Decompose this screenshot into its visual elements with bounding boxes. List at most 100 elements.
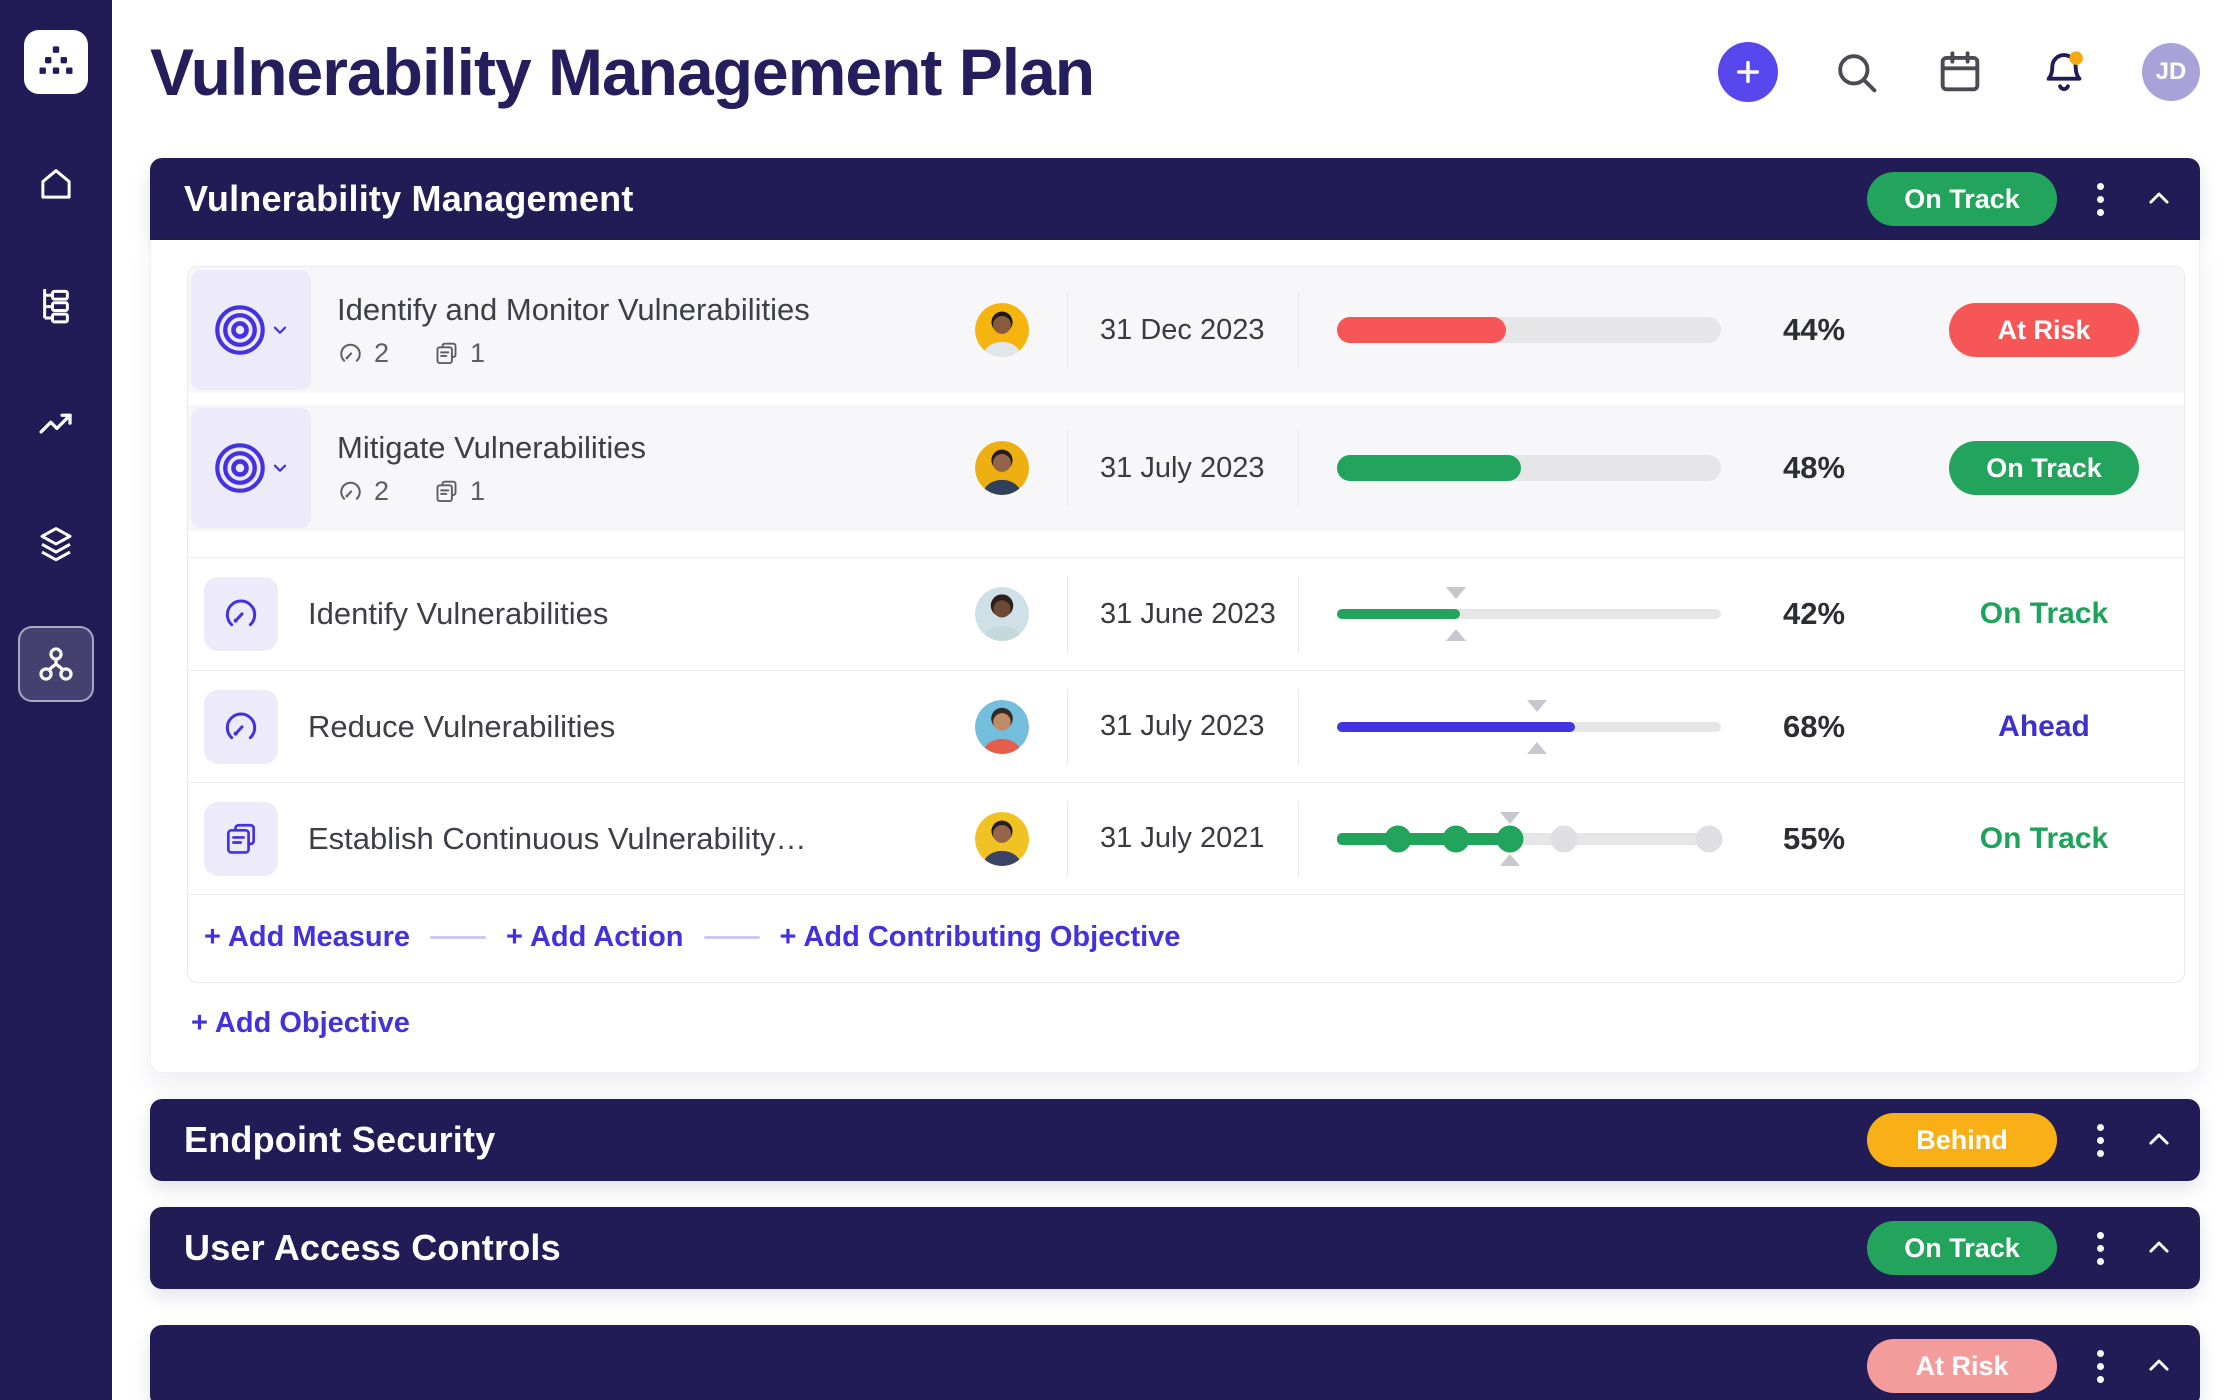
status-text: On Track: [1979, 821, 2109, 855]
calendar-button[interactable]: [1934, 46, 1986, 98]
sidebar-item-trends[interactable]: [18, 386, 94, 462]
milestone-dot[interactable]: [1550, 825, 1578, 852]
topbar: Vulnerability Management Plan: [150, 34, 2200, 110]
collapse-button[interactable]: [2144, 1351, 2174, 1381]
due-date: 31 July 2023: [1100, 451, 1265, 484]
section-header[interactable]: Vulnerability Management On Track: [150, 158, 2200, 240]
status-text: Ahead: [1998, 709, 2090, 743]
section-title: Vulnerability Management: [184, 178, 634, 219]
objective-expand-button[interactable]: [191, 270, 311, 390]
page-title: Vulnerability Management Plan: [150, 35, 1095, 109]
section-user-access-controls[interactable]: User Access Controls On Track: [150, 1207, 2200, 1289]
progress-percent: 68%: [1783, 708, 1846, 744]
progress-bar[interactable]: [1337, 317, 1721, 343]
objective-row[interactable]: Mitigate Vulnerabilities 2 1 31 July 202…: [188, 405, 2184, 531]
add-measure-link[interactable]: + Add Measure: [204, 921, 411, 953]
search-icon: [1830, 46, 1882, 98]
measure-icon-box: [204, 689, 278, 764]
layers-icon: [35, 523, 77, 565]
collapse-button[interactable]: [2144, 184, 2174, 214]
actions-count-icon: [433, 340, 460, 367]
action-row[interactable]: Establish Continuous Vulnerability… 31 J…: [188, 782, 2184, 894]
sidebar-item-plans[interactable]: [18, 626, 94, 702]
more-menu-button[interactable]: [2087, 1342, 2114, 1391]
measure-icon-box: [204, 577, 278, 651]
sidebar-item-layers[interactable]: [18, 506, 94, 582]
sidebar-item-home[interactable]: [18, 146, 94, 222]
progress-percent: 42%: [1783, 596, 1846, 631]
chevron-up-icon: [2144, 1233, 2174, 1263]
notifications-button[interactable]: [2038, 46, 2090, 98]
gauge-icon: [221, 707, 261, 747]
status-badge: Behind: [1867, 1113, 2057, 1167]
plus-icon: [1732, 56, 1764, 88]
measure-row[interactable]: Identify Vulnerabilities 31 June 2023 42…: [188, 558, 2184, 670]
action-icon-box: [204, 801, 278, 876]
progress-percent: 48%: [1783, 450, 1846, 485]
chevron-up-icon: [2144, 1351, 2174, 1381]
add-links-row: + Add Measure + Add Action + Add Contrib…: [188, 894, 2184, 982]
milestone-dot[interactable]: [1695, 825, 1723, 852]
more-menu-button[interactable]: [2087, 1116, 2114, 1165]
status-badge: On Track: [1867, 172, 2057, 226]
collapse-button[interactable]: [2144, 1233, 2174, 1263]
due-date: 31 June 2023: [1100, 597, 1276, 630]
sidebar-item-hierarchy[interactable]: [18, 266, 94, 342]
chevron-down-icon: [269, 319, 291, 341]
objective-expand-button[interactable]: [191, 408, 311, 528]
row-title: Mitigate Vulnerabilities: [337, 429, 647, 465]
add-button[interactable]: [1718, 42, 1778, 102]
calendar-icon: [1934, 46, 1986, 98]
user-avatar[interactable]: JD: [2142, 43, 2200, 101]
chevron-up-icon: [2144, 184, 2174, 214]
status-text: On Track: [1979, 597, 2109, 630]
due-date: 31 Dec 2023: [1100, 313, 1265, 346]
trending-up-icon: [35, 403, 77, 445]
hierarchy-icon: [35, 283, 77, 325]
progress-slider[interactable]: [1337, 587, 1721, 641]
pages-icon: [222, 820, 260, 858]
due-date: 31 July 2023: [1100, 710, 1265, 742]
add-contributing-objective-link[interactable]: + Add Contributing Objective: [779, 921, 1181, 953]
owner-avatar[interactable]: [975, 811, 1029, 866]
chevron-down-icon: [269, 457, 291, 479]
progress-slider[interactable]: [1337, 699, 1721, 754]
app-logo-icon: [24, 30, 88, 94]
add-objective-link[interactable]: + Add Objective: [191, 1007, 410, 1039]
measure-row[interactable]: Reduce Vulnerabilities 31 July 2023 68% …: [188, 670, 2184, 782]
due-date: 31 July 2021: [1100, 822, 1265, 854]
progress-percent: 55%: [1783, 820, 1846, 856]
sidebar: [0, 0, 112, 1400]
more-menu-button[interactable]: [2087, 175, 2114, 224]
row-counts: 2 1: [337, 476, 937, 507]
link-divider: [430, 936, 487, 939]
collapse-button[interactable]: [2144, 1125, 2174, 1155]
row-title: Identify Vulnerabilities: [308, 596, 609, 631]
row-title: Establish Continuous Vulnerability…: [308, 820, 807, 856]
search-button[interactable]: [1830, 46, 1882, 98]
section-vulnerability-management: Vulnerability Management On Track: [150, 158, 2200, 1073]
milestone-dot[interactable]: [1384, 825, 1412, 852]
status-badge: On Track: [1867, 1221, 2057, 1275]
owner-avatar[interactable]: [975, 699, 1029, 754]
actions-count-icon: [433, 478, 460, 505]
milestone-progress-bar[interactable]: [1337, 811, 1723, 866]
row-counts: 2 1: [337, 338, 937, 369]
owner-avatar[interactable]: [975, 303, 1029, 357]
owner-avatar[interactable]: [975, 441, 1029, 495]
objective-row[interactable]: Identify and Monitor Vulnerabilities 2 1…: [188, 267, 2184, 393]
row-title: Identify and Monitor Vulnerabilities: [337, 291, 810, 327]
owner-avatar[interactable]: [975, 587, 1029, 641]
section-endpoint-security[interactable]: Endpoint Security Behind: [150, 1099, 2200, 1181]
bell-icon: [2038, 46, 2090, 98]
target-icon: [211, 301, 269, 359]
section-partially-visible[interactable]: At Risk: [150, 1325, 2200, 1400]
progress-bar[interactable]: [1337, 455, 1721, 481]
milestone-dot[interactable]: [1496, 825, 1524, 852]
row-title: Reduce Vulnerabilities: [308, 708, 616, 744]
add-action-link[interactable]: + Add Action: [506, 921, 684, 953]
milestone-dot[interactable]: [1442, 825, 1470, 852]
progress-percent: 44%: [1783, 312, 1846, 347]
more-menu-button[interactable]: [2087, 1224, 2114, 1273]
